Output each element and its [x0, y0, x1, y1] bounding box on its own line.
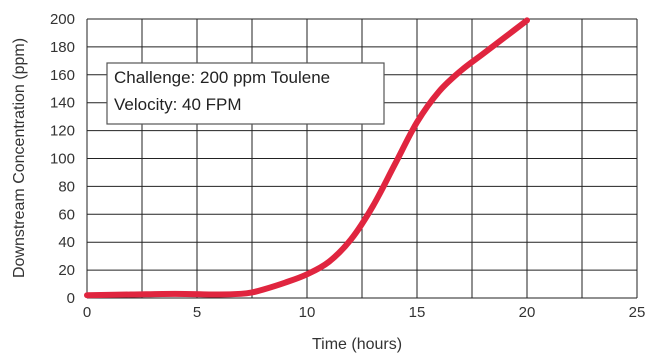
- annotation-frame: [106, 62, 385, 125]
- y-tick-label: 180: [50, 39, 75, 56]
- x-tick-label: 10: [299, 304, 316, 321]
- plot-area: [84, 17, 530, 299]
- y-tick-label: 120: [50, 123, 75, 140]
- y-tick-label: 0: [67, 290, 75, 307]
- x-axis-label: Time (hours): [312, 336, 402, 353]
- x-tick-label: 25: [629, 304, 646, 321]
- y-tick-label: 140: [50, 95, 75, 112]
- y-tick-label: 160: [50, 67, 75, 84]
- annotation-challenge: Challenge: 200 ppm Toulene: [114, 68, 330, 87]
- x-tick-label: 20: [519, 304, 536, 321]
- y-tick-label: 40: [58, 234, 75, 251]
- x-axis-ticks: 0 5 10 15 20 25: [83, 304, 646, 321]
- y-tick-label: 20: [58, 262, 75, 279]
- y-tick-label: 60: [58, 206, 75, 223]
- y-axis-ticks: 0 20 40 60 80 100 120 140 160 180 200: [50, 11, 75, 307]
- x-tick-label: 5: [193, 304, 201, 321]
- x-tick-label: 0: [83, 304, 91, 321]
- y-tick-label: 200: [50, 11, 75, 28]
- y-tick-label: 80: [58, 178, 75, 195]
- grid: [86, 18, 638, 299]
- annotation-velocity: Velocity: 40 FPM: [114, 95, 242, 114]
- annotation-box: Challenge: 200 ppm Toulene Velocity: 40 …: [106, 62, 385, 125]
- y-axis-label: Downstream Concentration (ppm): [11, 38, 28, 278]
- series-line: [84, 17, 530, 299]
- x-tick-label: 15: [409, 304, 426, 321]
- y-tick-label: 100: [50, 151, 75, 168]
